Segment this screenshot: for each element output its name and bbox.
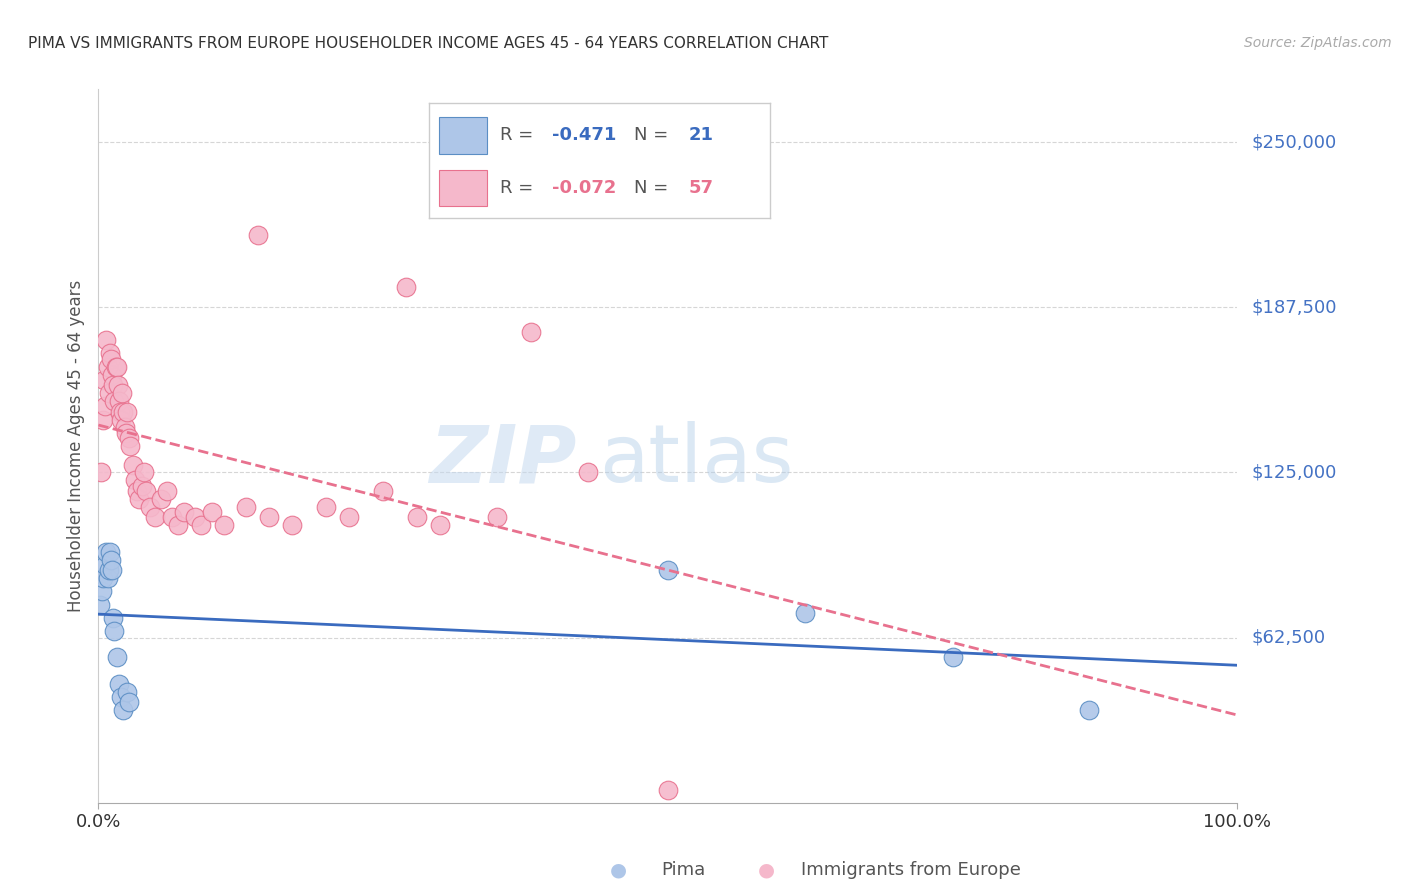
Point [107,378,129,392]
Text: $125,000: $125,000 [1251,464,1337,482]
Point [96,359,118,374]
Point [96,545,118,559]
Point [108,394,131,409]
Point [118,695,141,709]
Text: $62,500: $62,500 [1251,629,1326,647]
Point [942,650,965,665]
Point [337,510,360,524]
Point [235,500,257,514]
Point [201,505,224,519]
Point [576,466,599,480]
Point [128,491,150,506]
Point [793,606,815,620]
Point [281,518,304,533]
Point [98,545,121,559]
Point [94,558,117,572]
Point [246,227,269,242]
Point [105,650,128,665]
Text: ZIP: ZIP [429,421,576,500]
Point [190,518,212,533]
Point [103,624,125,638]
Text: PIMA VS IMMIGRANTS FROM EUROPE HOUSEHOLDER INCOME AGES 45 - 64 YEARS CORRELATION: PIMA VS IMMIGRANTS FROM EUROPE HOUSEHOLD… [28,36,828,51]
Point [112,404,135,418]
Text: Immigrants from Europe: Immigrants from Europe [801,861,1021,879]
Point [486,510,509,524]
Point [132,466,155,480]
Text: $250,000: $250,000 [1251,133,1337,151]
Point [315,500,337,514]
Point [110,412,132,426]
Point [110,690,132,704]
Point [104,359,127,374]
Point [657,782,679,797]
Point [118,431,141,445]
Point [1078,703,1101,717]
Point [105,359,128,374]
Point [108,677,131,691]
Text: Source: ZipAtlas.com: Source: ZipAtlas.com [1244,36,1392,50]
Point [167,518,190,533]
Point [93,373,115,387]
Point [173,505,195,519]
Point [103,611,125,625]
Point [145,510,167,524]
Point [114,425,136,440]
Point [124,474,146,488]
Point [162,510,184,524]
Point [131,478,153,492]
Point [259,510,281,524]
Point [101,368,124,382]
Point [91,571,114,585]
Point [91,412,114,426]
Text: ●: ● [758,860,775,880]
Point [371,483,394,498]
Point [212,518,235,533]
Point [100,552,122,566]
Point [121,458,143,472]
Point [112,703,135,717]
Point [115,404,138,418]
Point [108,404,131,418]
Point [89,598,111,612]
Point [94,400,117,414]
Text: $187,500: $187,500 [1251,298,1337,317]
Point [120,439,142,453]
Point [406,510,429,524]
Point [429,518,451,533]
Point [100,351,122,366]
Point [103,378,125,392]
Point [103,394,125,409]
Point [97,563,120,577]
Point [184,510,207,524]
Point [101,563,124,577]
Point [135,483,157,498]
Point [138,500,160,514]
Point [96,333,118,347]
Text: Pima: Pima [661,861,704,879]
Text: atlas: atlas [599,421,794,500]
Point [114,420,136,434]
Point [98,346,121,360]
Point [96,571,118,585]
Point [115,685,138,699]
Text: ●: ● [610,860,627,880]
Y-axis label: Householder Income Ages 45 - 64 years: Householder Income Ages 45 - 64 years [67,280,86,612]
Point [97,386,120,401]
Point [90,466,112,480]
Point [395,280,418,294]
Point [156,483,179,498]
Point [150,491,173,506]
Point [90,584,112,599]
Point [520,326,543,340]
Point [127,483,149,498]
Point [657,563,679,577]
Point [111,386,134,401]
